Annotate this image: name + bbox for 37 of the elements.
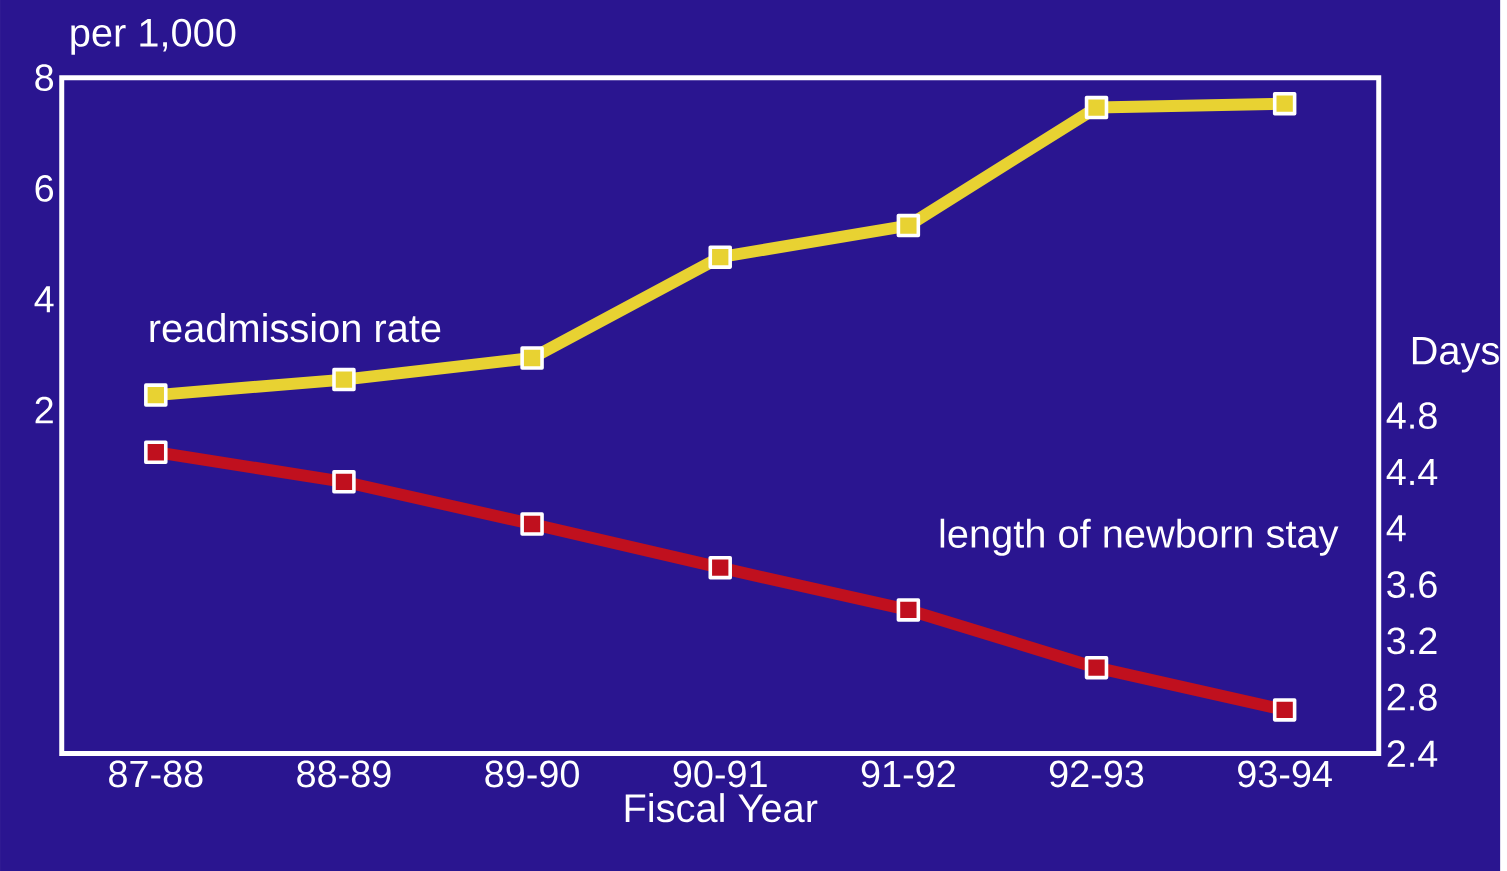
point <box>1084 655 1109 680</box>
point <box>332 367 356 392</box>
x-tick-label: 91-92 <box>861 760 955 788</box>
x-tick-label: 93-94 <box>1238 760 1332 788</box>
point <box>896 213 921 238</box>
x-tick-label: 87-88 <box>109 760 203 788</box>
point <box>520 512 544 536</box>
series-label: readmission rate <box>150 313 441 343</box>
y-tick-label: 2 <box>35 396 53 424</box>
point <box>144 383 168 407</box>
y2-tick-label: 4.4 <box>1386 458 1438 485</box>
point <box>896 598 921 622</box>
y2-tick-label: 4 <box>1386 515 1406 542</box>
y2-axis-title: Days <box>1412 336 1499 373</box>
x-axis-title: Fiscal Year <box>625 793 818 823</box>
x-tick-label: 88-89 <box>297 760 391 788</box>
y-tick-label: 4 <box>34 286 54 313</box>
y-tick-label: 6 <box>35 175 54 202</box>
point <box>520 346 544 370</box>
x-tick-label: 89-90 <box>485 760 579 788</box>
x-tick-label: 90-91 <box>673 760 767 788</box>
point <box>1272 91 1297 116</box>
y2-tick-label: 4.8 <box>1386 402 1437 429</box>
y2-tick-label: 3.6 <box>1387 571 1437 598</box>
series-label: length of newborn stay <box>940 518 1339 556</box>
point <box>708 555 732 580</box>
y2-tick-label: 3.2 <box>1387 627 1437 655</box>
y-axis-title: per 1,000 <box>71 18 236 55</box>
y2-tick-label: 2.8 <box>1387 683 1437 711</box>
y2-tick-label: 2.4 <box>1387 740 1438 767</box>
x-tick-label: 92-93 <box>1049 760 1144 788</box>
y-tick-label: 8 <box>35 64 54 92</box>
point <box>1084 95 1109 120</box>
point <box>332 470 356 494</box>
point <box>144 440 168 464</box>
point <box>1272 698 1297 722</box>
point <box>708 245 732 269</box>
